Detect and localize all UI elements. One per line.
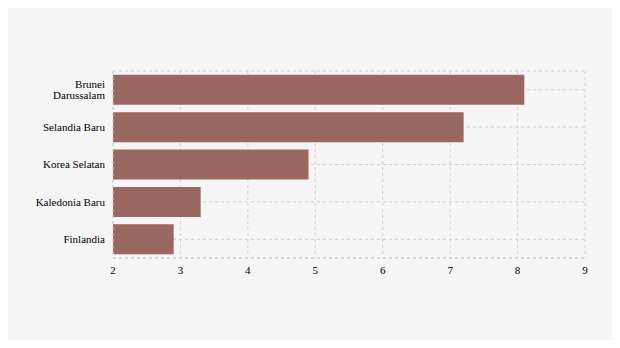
svg-text:Kaledonia Baru: Kaledonia Baru: [36, 196, 106, 208]
svg-text:9: 9: [582, 264, 588, 276]
svg-text:Korea Selatan: Korea Selatan: [43, 158, 105, 170]
svg-text:BruneiDarussalam: BruneiDarussalam: [53, 78, 105, 101]
svg-text:Finlandia: Finlandia: [63, 233, 105, 245]
svg-text:4: 4: [245, 264, 251, 276]
svg-text:5: 5: [313, 264, 319, 276]
svg-text:6: 6: [380, 264, 386, 276]
svg-text:3: 3: [178, 264, 184, 276]
svg-text:7: 7: [447, 264, 453, 276]
svg-text:8: 8: [515, 264, 521, 276]
svg-text:Selandia Baru: Selandia Baru: [43, 121, 106, 133]
svg-text:2: 2: [110, 264, 116, 276]
